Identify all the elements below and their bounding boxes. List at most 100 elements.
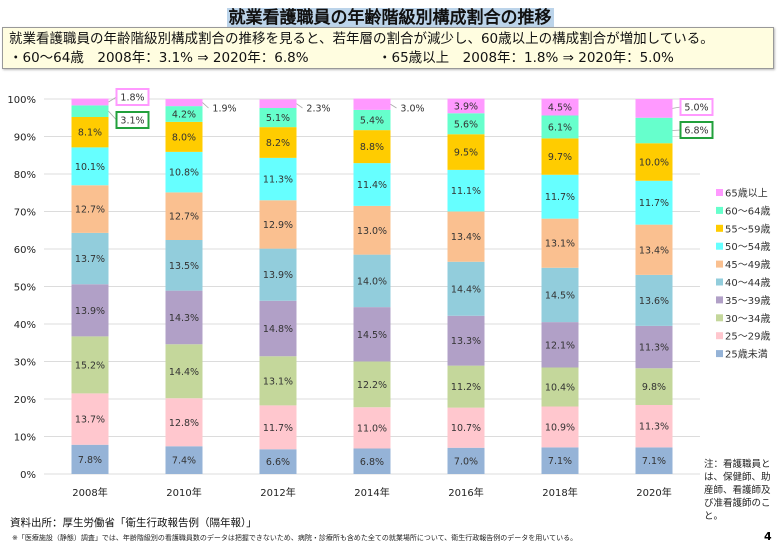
bar-segment	[71, 284, 109, 337]
bar-segment	[259, 405, 297, 450]
legend-label: 50～54歳	[725, 241, 770, 253]
data-label: 6.8%	[684, 126, 708, 137]
bar-segment	[259, 248, 297, 301]
leader-line	[672, 106, 681, 109]
legend-label: 45～49歳	[725, 259, 770, 271]
data-label: 15.2%	[75, 360, 105, 371]
data-label: 10.4%	[545, 383, 575, 394]
data-label: 12.2%	[357, 380, 387, 391]
data-label: 13.4%	[451, 232, 481, 243]
legend-label: 25歳未満	[725, 349, 768, 361]
bar-segment	[353, 254, 391, 308]
bar-segment	[259, 127, 297, 158]
highlight-box	[115, 111, 150, 129]
bar-segment	[165, 240, 203, 291]
data-label: 10.8%	[169, 168, 199, 179]
leader-line	[390, 103, 397, 109]
bar-segment	[447, 261, 485, 316]
data-label: 11.3%	[639, 343, 669, 354]
data-label: 1.8%	[120, 93, 144, 104]
bar-segment	[447, 134, 485, 170]
y-tick-label: 20%	[14, 395, 36, 406]
data-label: 14.5%	[545, 290, 575, 301]
data-label: 13.7%	[75, 254, 105, 265]
data-label: 13.4%	[639, 245, 669, 256]
legend-swatch	[716, 314, 723, 322]
bar-segment	[541, 267, 579, 323]
legend-swatch	[716, 206, 723, 214]
bar-segment	[165, 398, 203, 447]
y-tick-label: 70%	[14, 208, 36, 219]
bar-segment	[635, 224, 673, 275]
data-label: 11.3%	[639, 422, 669, 433]
data-label: 13.0%	[357, 226, 387, 237]
bar-segment	[635, 325, 673, 369]
bar-segment	[165, 106, 203, 122]
bar-segment	[353, 205, 391, 255]
legend-label: 55～59歳	[725, 223, 770, 235]
data-label: 14.3%	[169, 313, 199, 324]
data-label: 3.1%	[120, 116, 144, 127]
page-title-text: 就業看護職員の年齢階級別構成割合の推移	[226, 8, 554, 28]
data-label: 11.7%	[263, 423, 293, 434]
bar-segment	[541, 447, 579, 474]
data-label: 13.1%	[263, 376, 293, 387]
data-label: 12.7%	[169, 212, 199, 223]
bar-segment	[541, 406, 579, 448]
bar-segment	[635, 143, 673, 181]
bar-segment	[353, 130, 391, 164]
bar-segment	[165, 290, 203, 345]
legend-label: 65歳以上	[725, 188, 768, 200]
data-label: 11.7%	[639, 198, 669, 209]
summary-bullet-65plus: ・65歳以上 2008年：1.8% ⇒ 2020年：5.0%	[378, 50, 674, 66]
bar-segment	[165, 446, 203, 474]
bar-segment	[447, 113, 485, 135]
bar-segment	[259, 356, 297, 406]
y-tick-label: 30%	[14, 358, 36, 369]
y-tick-label: 40%	[14, 320, 36, 331]
legend-label: 40～44歳	[725, 277, 770, 289]
summary-box: 就業看護職員の年齢階級別構成割合の推移を見ると、若年層の割合が減少し、60歳以上…	[2, 27, 774, 69]
bar-segment	[541, 174, 579, 219]
data-label: 3.0%	[400, 104, 424, 115]
bar-segment	[635, 99, 673, 118]
data-label: 5.1%	[266, 113, 290, 124]
leader-line	[202, 102, 209, 109]
summary-line: 就業看護職員の年齢階級別構成割合の推移を見ると、若年層の割合が減少し、60歳以上…	[9, 31, 714, 47]
data-label: 14.4%	[169, 367, 199, 378]
bar-segment	[541, 367, 579, 407]
bar-segment	[635, 180, 673, 225]
y-tick-label: 90%	[14, 133, 36, 144]
bar-segment	[71, 117, 109, 148]
data-label: 13.6%	[639, 296, 669, 307]
data-label: 13.3%	[451, 336, 481, 347]
data-label: 12.1%	[545, 340, 575, 351]
x-tick-label: 2014年	[354, 486, 389, 499]
data-label: 9.7%	[548, 152, 572, 163]
leader-line	[108, 110, 117, 121]
data-label: 10.7%	[451, 423, 481, 434]
data-label: 13.9%	[75, 306, 105, 317]
bar-segment	[71, 98, 109, 106]
bar-segment	[447, 98, 485, 114]
data-label: 6.1%	[548, 122, 572, 133]
bar-segment	[71, 105, 109, 117]
x-tick-label: 2020年	[636, 486, 671, 499]
data-label: 4.2%	[172, 110, 196, 121]
data-label: 7.0%	[454, 456, 478, 467]
x-tick-label: 2016年	[448, 486, 483, 499]
data-label: 11.7%	[545, 192, 575, 203]
data-label: 3.9%	[454, 101, 478, 112]
data-label: 10.9%	[545, 422, 575, 433]
legend-swatch	[716, 278, 723, 286]
stacked-bar-chart: 0% 10% 20% 30% 40% 50% 60% 70% 80% 90% 100% 7.8% 13.…	[7, 88, 770, 499]
data-label: 14.5%	[357, 330, 387, 341]
bar-segment	[353, 307, 391, 362]
data-label: 9.5%	[454, 148, 478, 159]
y-tick-label: 0%	[20, 470, 36, 481]
bar-segment	[447, 407, 485, 448]
data-label: 6.8%	[360, 457, 384, 468]
y-tick-label: 80%	[14, 170, 36, 181]
page-title: 就業看護職員の年齢階級別構成割合の推移	[0, 3, 780, 28]
bar-segment	[635, 117, 673, 144]
